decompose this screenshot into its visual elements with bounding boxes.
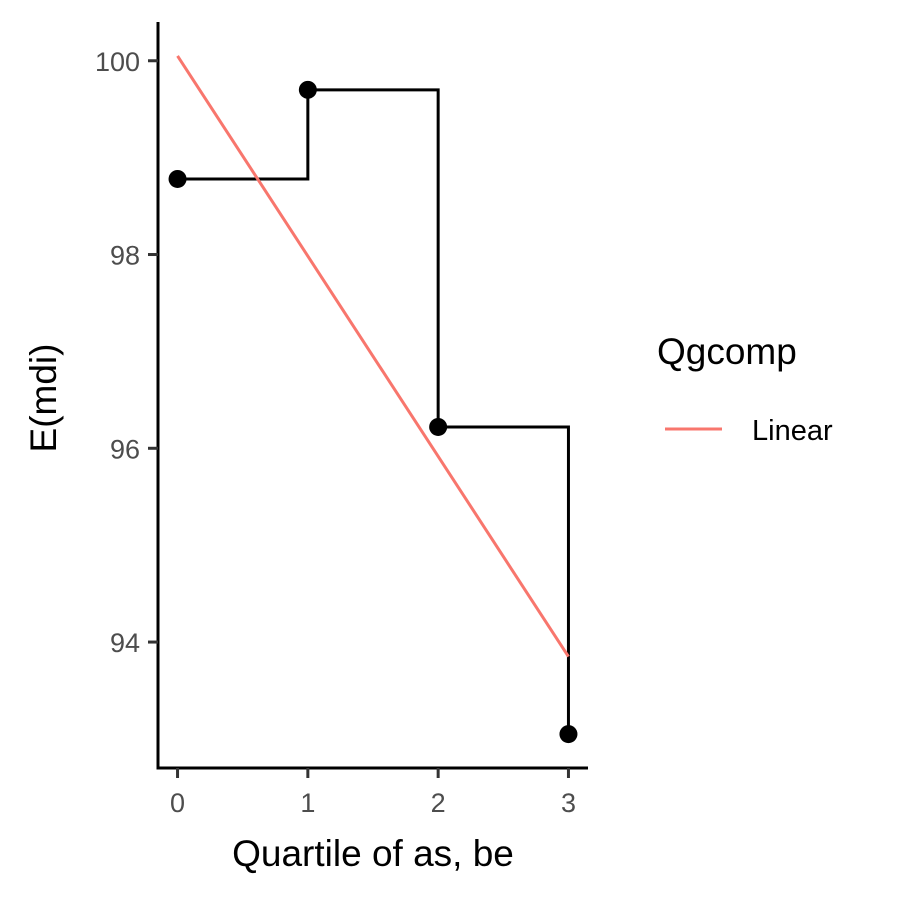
legend: Qgcomp Linear (657, 331, 833, 447)
y-axis-title: E(mdi) (23, 344, 64, 453)
axes (148, 22, 588, 778)
y-tick-label: 100 (95, 47, 140, 77)
tick-labels: 0 1 2 3 94 96 98 100 (95, 47, 576, 818)
data-point (559, 725, 578, 744)
plot-marks (168, 55, 578, 744)
y-tick-label: 96 (110, 434, 140, 464)
x-tick-label: 2 (431, 788, 446, 818)
step-line (177, 88, 570, 735)
data-point (168, 169, 187, 188)
linear-fit-line (176, 55, 570, 658)
y-tick-label: 98 (110, 241, 140, 271)
x-axis-title: Quartile of as, be (232, 833, 514, 874)
y-tick-label: 94 (110, 628, 140, 658)
data-point (429, 417, 448, 436)
x-tick-label: 1 (300, 788, 315, 818)
data-point (298, 80, 317, 99)
x-tick-label: 3 (561, 788, 576, 818)
legend-label-linear: Linear (752, 415, 833, 447)
legend-title: Qgcomp (657, 331, 797, 372)
x-tick-label: 0 (170, 788, 185, 818)
